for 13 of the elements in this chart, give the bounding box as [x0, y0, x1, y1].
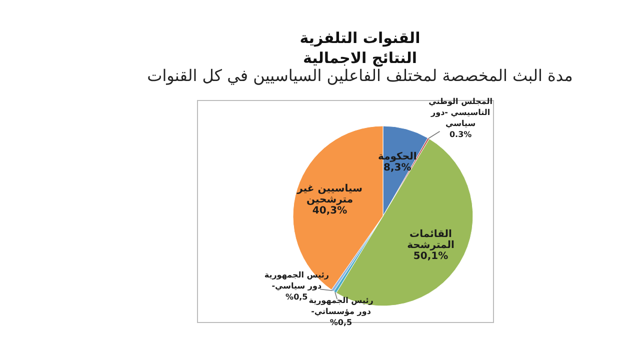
- slice-label: رئيس الجمهورية -دور مؤسساتي: [308, 296, 374, 316]
- data-label: 40,3%: [312, 205, 348, 216]
- slice-label: القائمات المترشحة: [407, 228, 454, 251]
- data-label: %0,5: [330, 318, 353, 328]
- chart-title: القنوات التلفزية: [300, 28, 420, 47]
- data-label: %0,5: [286, 292, 308, 302]
- slice-label: سياسيين غير مترشحين: [296, 183, 363, 206]
- chart-subtitle: النتائج الاجمالية: [303, 48, 417, 67]
- slice-label: المجلس الوطني التاسيسي -دور سياسي: [428, 96, 493, 128]
- data-label: 50,1%: [413, 250, 448, 262]
- data-label: 8,3%: [384, 162, 412, 174]
- data-label: 0.3%: [449, 130, 472, 139]
- text: مدة البث المخصصة لمختلف الفاعلين السياسيين في كل القنوات: [147, 66, 573, 85]
